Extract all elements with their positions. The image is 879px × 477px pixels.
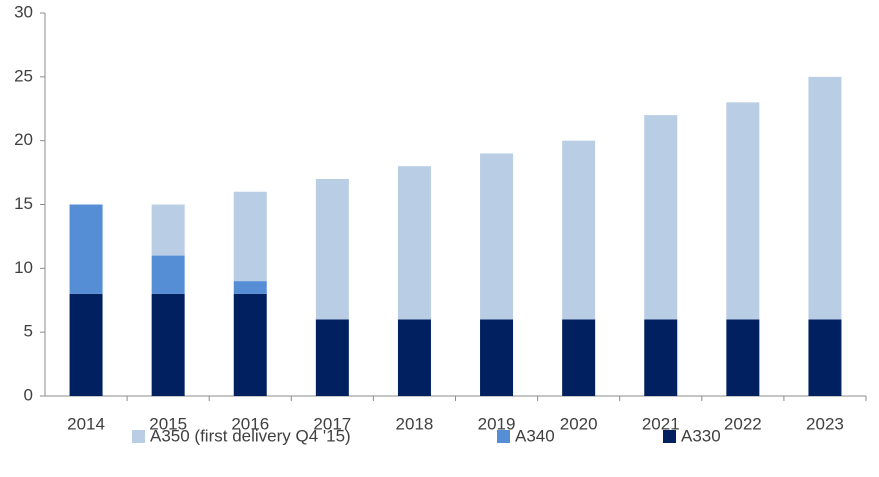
bar-segment	[315, 178, 349, 320]
bar-segment	[726, 102, 760, 320]
legend-label: A350 (first delivery Q4 '15)	[150, 426, 351, 445]
bar-segment	[644, 115, 678, 320]
y-tick-label: 15	[14, 194, 33, 213]
y-tick-label: 25	[14, 66, 33, 85]
y-tick-label: 0	[24, 385, 33, 404]
bar-segment	[562, 140, 596, 320]
bar-segment	[808, 76, 842, 320]
x-tick-label: 2018	[396, 414, 434, 433]
bar-segment	[562, 319, 596, 396]
legend-swatch	[132, 430, 145, 443]
legend-swatch	[497, 430, 510, 443]
bar-segment	[480, 319, 514, 396]
y-tick-label: 10	[14, 258, 33, 277]
bar-segment	[233, 191, 267, 282]
bar-segment	[69, 293, 103, 396]
bar-segment	[397, 319, 431, 396]
x-tick-label: 2022	[724, 414, 762, 433]
x-tick-label: 2021	[642, 414, 680, 433]
bar-segment	[151, 204, 185, 256]
bar-segment	[315, 319, 349, 396]
legend-label: A330	[681, 426, 721, 445]
y-tick-label: 20	[14, 130, 33, 149]
x-tick-label: 2019	[478, 414, 516, 433]
x-tick-label: 2014	[67, 414, 105, 433]
bar-segment	[726, 319, 760, 396]
bar-segment	[397, 166, 431, 320]
x-tick-label: 2020	[560, 414, 598, 433]
x-tick-label: 2023	[806, 414, 844, 433]
x-tick-label: 2016	[231, 414, 269, 433]
legend-swatch	[663, 430, 676, 443]
y-tick-label: 5	[24, 322, 33, 341]
bar-segment	[233, 293, 267, 396]
bar-segment	[808, 319, 842, 396]
bar-segment	[151, 293, 185, 396]
bar-segment	[69, 204, 103, 294]
bar-segment	[480, 153, 514, 320]
bar-segment	[644, 319, 678, 396]
legend-label: A340	[515, 426, 555, 445]
y-tick-label: 30	[14, 2, 33, 21]
x-tick-label: 2017	[313, 414, 351, 433]
x-tick-label: 2015	[149, 414, 187, 433]
bar-segment	[151, 255, 185, 294]
bar-segment	[233, 281, 267, 294]
